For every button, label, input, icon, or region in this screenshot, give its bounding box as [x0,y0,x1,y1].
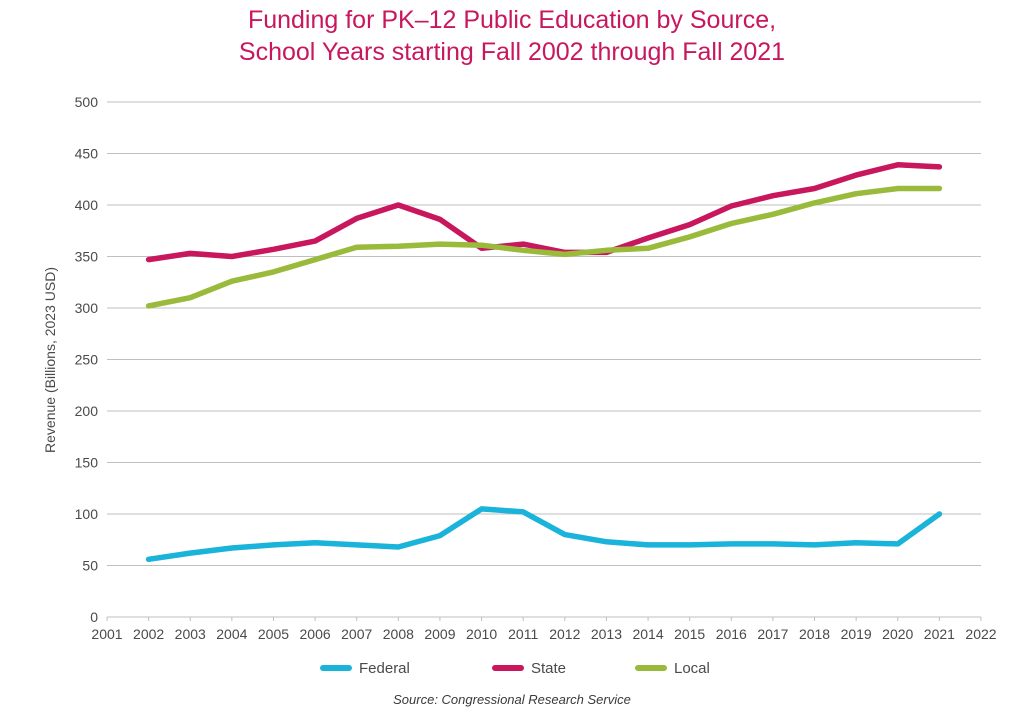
series-line-federal [145,506,943,563]
x-tick-label-2021: 2021 [924,626,955,642]
x-tick-label-2009: 2009 [424,626,455,642]
x-tick-label-2012: 2012 [549,626,580,642]
x-tick-label-2001: 2001 [91,626,122,642]
y-tick-label-350: 350 [75,249,99,265]
grid-layer [106,101,982,621]
legend-label-state: State [531,660,566,677]
x-tick-label-2004: 2004 [216,626,247,642]
x-tick-label-2011: 2011 [508,626,538,642]
x-tick-label-2010: 2010 [466,626,497,642]
x-tick-label-2003: 2003 [175,626,206,642]
x-tick-label-2020: 2020 [882,626,913,642]
y-tick-label-300: 300 [75,300,99,316]
y-tick-label-450: 450 [75,146,99,162]
series-line-local [145,185,943,309]
x-tick-label-2002: 2002 [133,626,164,642]
y-tick-labels: 0 50 100 150 200 250 300 350 400 450 500 [75,94,99,625]
series-line-state [145,162,943,263]
x-tick-labels: 2001 2002 2003 2004 2005 2006 2007 2008 2009 2010… [91,626,996,642]
y-tick-label-250: 250 [75,352,99,368]
x-tick-label-2016: 2016 [716,626,747,642]
x-tick-label-2014: 2014 [632,626,663,642]
chart-title-line-1: Funding for PK–12 Public Education by So… [247,6,777,34]
x-tick-label-2013: 2013 [591,626,622,642]
legend: Federal State Local [320,660,710,677]
y-tick-label-150: 150 [75,455,99,471]
chart-title-line-2: School Years starting Fall 2002 through … [238,38,786,66]
y-tick-label-0: 0 [90,609,98,625]
x-tick-label-2017: 2017 [757,626,788,642]
legend-label-federal: Federal [359,660,410,677]
legend-label-local: Local [674,660,710,677]
x-tick-label-2018: 2018 [799,626,830,642]
y-tick-label-100: 100 [75,506,99,522]
series-layer [145,162,943,563]
x-tick-label-2008: 2008 [383,626,414,642]
y-tick-label-200: 200 [75,403,99,419]
x-tick-label-2019: 2019 [841,626,872,642]
y-axis-label: Revenue (Billions, 2023 USD) [42,267,58,453]
x-tick-label-2022: 2022 [965,626,996,642]
x-tick-label-2005: 2005 [258,626,289,642]
x-tick-label-2007: 2007 [341,626,372,642]
x-tick-label-2015: 2015 [674,626,705,642]
source-note: Source: Congressional Research Service [393,692,631,707]
y-tick-label-400: 400 [75,197,99,213]
y-tick-label-500: 500 [75,94,99,110]
x-tick-label-2006: 2006 [300,626,331,642]
y-tick-label-50: 50 [82,558,98,574]
